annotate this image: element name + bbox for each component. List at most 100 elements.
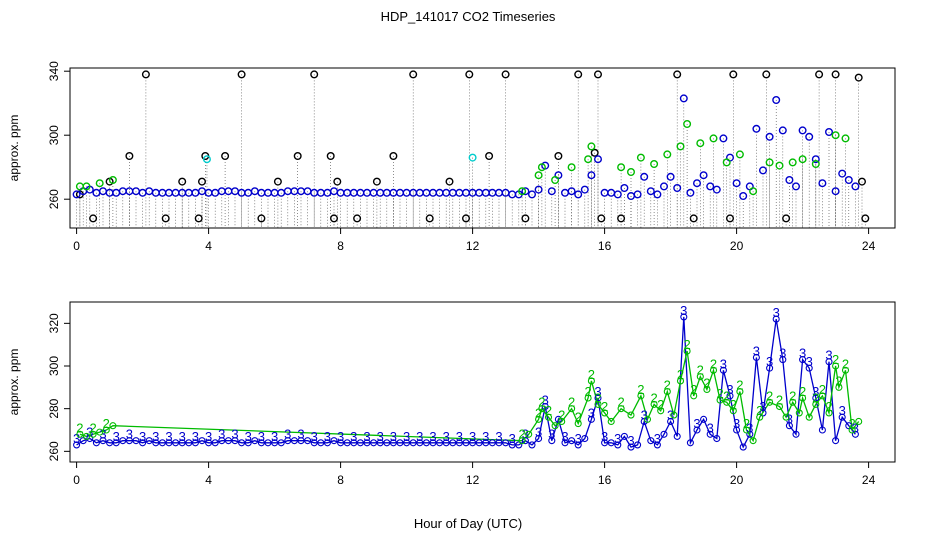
data-point-blue	[706, 430, 714, 438]
data-label-green: 2	[545, 403, 552, 418]
data-point-blue	[284, 437, 292, 445]
data-point-black	[762, 70, 771, 79]
data-label-blue: 3	[575, 431, 582, 446]
data-label-blue: 3	[720, 356, 727, 371]
y-tick-label: 260	[47, 441, 61, 461]
data-point-blue	[343, 439, 351, 447]
data-point-green	[601, 409, 609, 417]
data-point-black	[590, 148, 599, 157]
data-label-green: 2	[657, 397, 664, 412]
data-point-green	[627, 411, 635, 419]
data-point-blue	[436, 439, 444, 447]
data-point-green	[534, 171, 543, 180]
data-point-blue	[72, 190, 81, 199]
data-point-blue	[732, 179, 741, 188]
data-point-blue	[627, 443, 635, 451]
data-point-blue	[580, 185, 589, 194]
data-point-green	[749, 187, 758, 196]
data-label-blue: 3	[205, 429, 212, 444]
data-point-blue	[739, 443, 747, 451]
data-point-blue	[521, 437, 529, 445]
data-point-green	[102, 426, 110, 434]
data-point-blue	[653, 190, 662, 199]
data-point-green	[722, 158, 731, 167]
data-point-blue	[257, 439, 265, 447]
data-point-blue	[699, 171, 708, 180]
y-tick-label: 320	[47, 313, 61, 333]
data-point-blue	[772, 315, 780, 323]
data-point-blue	[73, 441, 81, 449]
data-label-blue: 3	[786, 412, 793, 427]
data-label-blue: 3	[126, 427, 133, 442]
data-point-blue	[488, 439, 496, 447]
data-point-blue	[455, 439, 463, 447]
data-label-blue: 3	[297, 427, 304, 442]
x-tick-label: 24	[862, 239, 876, 253]
data-point-blue	[112, 439, 120, 447]
series-line-green	[79, 350, 860, 443]
data-point-blue	[502, 439, 510, 447]
data-label-green: 2	[103, 416, 110, 431]
data-point-black	[617, 214, 626, 223]
data-point-black	[501, 70, 510, 79]
data-point-black	[462, 214, 471, 223]
data-point-black	[125, 151, 134, 160]
data-layer	[72, 70, 870, 228]
data-point-blue	[132, 437, 140, 445]
data-point-blue	[594, 155, 603, 164]
data-point-green	[663, 388, 671, 396]
data-point-blue	[534, 185, 543, 194]
x-tick-label: 0	[73, 239, 80, 253]
data-point-blue	[277, 439, 285, 447]
data-point-blue	[620, 183, 629, 192]
data-point-green	[650, 159, 659, 168]
data-point-green	[617, 405, 625, 413]
data-point-green	[544, 413, 553, 421]
data-label-blue: 3	[245, 429, 252, 444]
data-point-black	[521, 214, 530, 223]
data-point-black	[221, 151, 230, 160]
data-point-green	[841, 366, 850, 374]
data-point-blue	[832, 437, 840, 445]
data-point-blue	[469, 439, 477, 447]
data-label-blue: 3	[654, 431, 661, 446]
data-point-blue	[310, 439, 318, 447]
data-point-blue	[673, 432, 681, 440]
data-point-black	[372, 177, 381, 186]
data-label-blue: 3	[324, 429, 331, 444]
x-tick-label: 8	[337, 239, 344, 253]
data-point-blue	[653, 441, 661, 449]
data-label-blue: 3	[311, 429, 318, 444]
data-point-green	[855, 417, 863, 426]
x-tick-label: 4	[205, 239, 212, 253]
data-point-green	[637, 392, 645, 400]
data-label-green: 2	[617, 395, 624, 410]
data-point-blue	[211, 439, 219, 447]
data-point-blue	[680, 313, 688, 321]
data-point-green	[82, 432, 91, 440]
data-point-black	[815, 70, 824, 79]
data-label-blue: 3	[680, 303, 687, 318]
data-point-cyan	[202, 155, 211, 164]
data-label-blue: 3	[86, 425, 93, 440]
data-label-green: 2	[584, 384, 591, 399]
data-point-black	[389, 151, 398, 160]
data-label-blue: 3	[73, 431, 80, 446]
data-point-blue	[640, 172, 649, 181]
data-label-blue: 3	[337, 429, 344, 444]
data-label-blue: 3	[548, 427, 555, 442]
top-panel: 0 4 8 12 16 20 24 260 300 340 approx. ppm	[7, 61, 896, 253]
data-label-blue: 3	[733, 416, 740, 431]
data-point-black	[161, 214, 170, 223]
data-label-green: 2	[637, 382, 644, 397]
data-point-black	[326, 151, 335, 160]
data-point-green	[709, 134, 718, 143]
data-point-green	[535, 415, 543, 423]
data-label-blue: 3	[707, 420, 714, 435]
data-point-green	[788, 158, 797, 167]
data-label-green: 2	[812, 390, 819, 405]
data-point-blue	[581, 434, 589, 443]
data-label-green: 2	[664, 378, 671, 393]
data-point-black	[293, 151, 302, 160]
